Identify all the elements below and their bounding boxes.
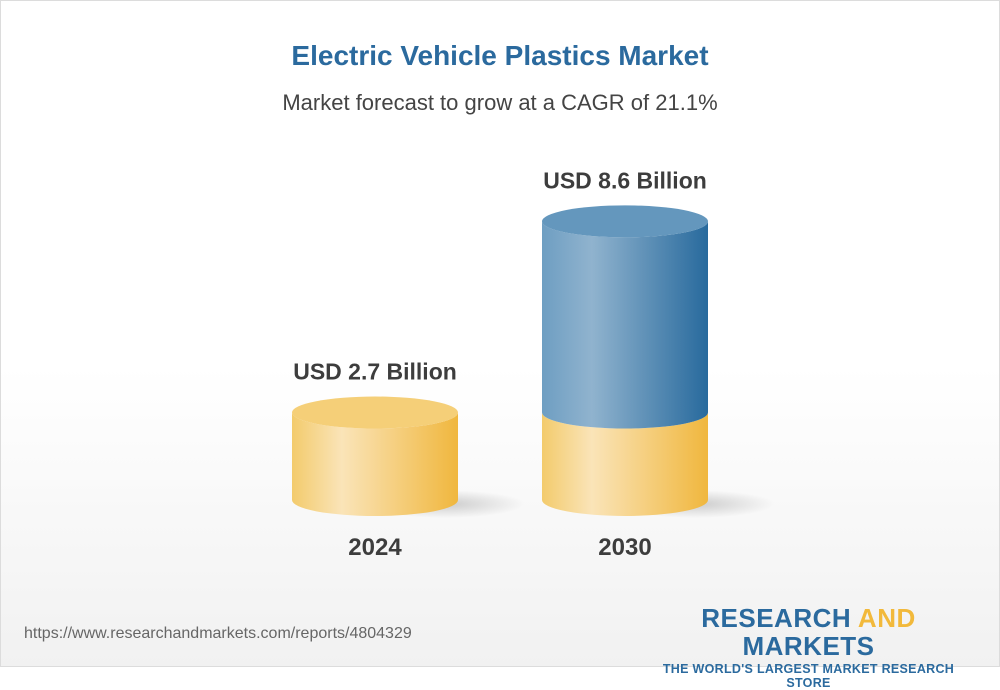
chart-area: USD 2.7 Billion 2024 USD 8.6 Billion 2030 [292,167,775,561]
category-label: 2030 [598,534,651,561]
bar-top [542,205,708,238]
research-and-markets-logo: RESEARCH AND MARKETS THE WORLD'S LARGEST… [662,603,955,690]
bar-top [292,396,458,429]
source-url[interactable]: https://www.researchandmarkets.com/repor… [24,625,412,642]
category-label: 2024 [348,534,402,561]
chart-title: Electric Vehicle Plastics Market [291,40,709,71]
bar-segment-base [542,412,708,516]
bar-segment-growth [542,221,708,429]
data-label: USD 2.7 Billion [293,359,457,385]
bar-segment-base [292,412,458,516]
data-label: USD 8.6 Billion [543,167,707,193]
chart-subtitle: Market forecast to grow at a CAGR of 21.… [282,90,718,115]
